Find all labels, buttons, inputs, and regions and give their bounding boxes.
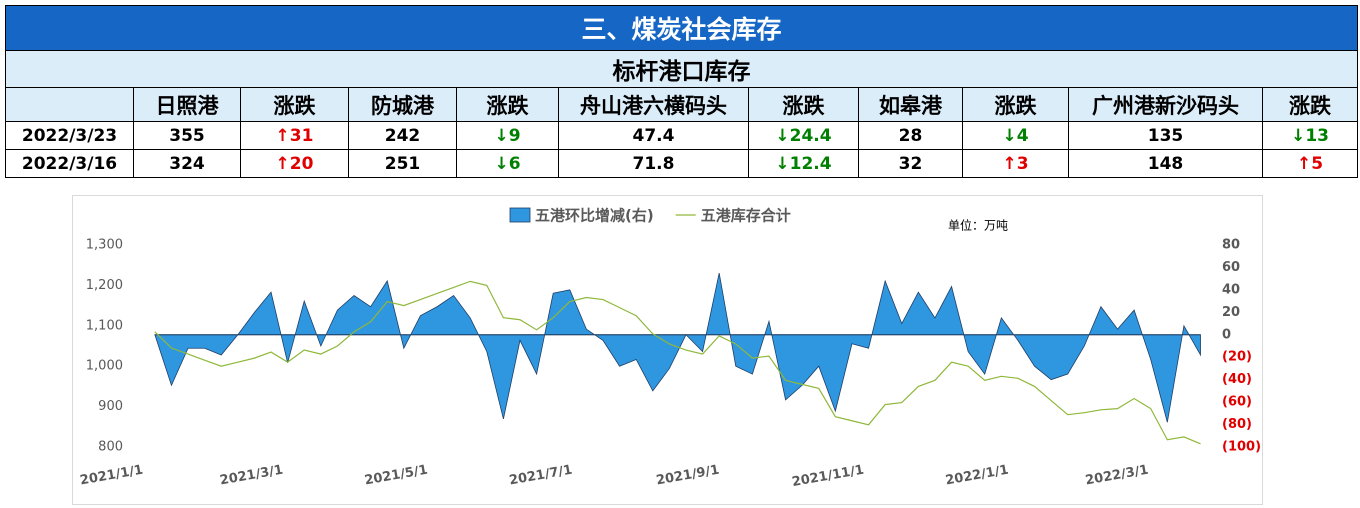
y2-tick-label: 20 [1222,305,1240,320]
y2-tick-label: (100) [1222,440,1261,455]
inventory-table: 三、煤炭社会库存 标杆港口库存 日照港 涨跌 防城港 涨跌 舟山港六横码头 涨跌 如皋港 涨跌… [4,5,1359,178]
data-row: 2022/3/23 355 ↑31 242 ↓9 47.4 ↓24.4 28 ↓4 135 ↓13 [5,121,1359,150]
y2-tick-label: 40 [1222,282,1240,297]
value-cell: ↓12.4 [748,149,859,178]
table-title: 标杆港口库存 [4,50,1359,88]
date-cell: 2022/3/23 [5,121,134,150]
column-header: 涨跌 [1261,87,1359,122]
value-cell: 71.8 [558,149,749,178]
value-cell: 324 [133,149,241,178]
y2-tick-label: (80) [1222,417,1252,432]
y2-tick-label: (40) [1222,372,1252,387]
y-tick-label: 1,100 [86,318,123,333]
y-tick-label: 900 [98,399,123,414]
value-cell: ↑20 [240,149,349,178]
y2-tick-label: 80 [1222,238,1240,253]
column-header: 涨跌 [456,87,559,122]
y2-tick-label: 0 [1222,327,1231,342]
data-row: 2022/3/16 324 ↑20 251 ↓6 71.8 ↓12.4 32 ↑3 148 ↑5 [5,149,1359,178]
y-tick-label: 1,300 [86,238,123,253]
value-cell: ↓6 [456,149,559,178]
value-cell: ↓9 [456,121,559,150]
y-tick-label: 800 [98,440,123,455]
y2-tick-label: (20) [1222,350,1252,365]
y2-tick-label: (60) [1222,395,1252,410]
value-cell: 242 [348,121,457,150]
column-header: 日照港 [133,87,241,122]
date-cell: 2022/3/16 [5,149,134,178]
column-header: 涨跌 [962,87,1069,122]
column-header: 防城港 [348,87,457,122]
legend-label: 五港环比增减(右) [535,207,654,225]
value-cell: 148 [1068,149,1263,178]
line [154,280,1201,445]
y-tick-label: 1,000 [86,359,123,374]
value-cell: ↑5 [1261,149,1359,178]
column-header: 如皋港 [858,87,963,122]
area [154,272,1201,423]
value-cell: ↑31 [240,121,349,150]
annotation: 单位：万吨 [948,218,1008,233]
value-cell: 251 [348,149,457,178]
page-title: 三、煤炭社会库存 [4,5,1359,51]
y-tick-label: 1,200 [86,278,123,293]
column-header: 涨跌 [240,87,349,122]
column-header: 舟山港六横码头 [558,87,749,122]
header-row: 日照港 涨跌 防城港 涨跌 舟山港六横码头 涨跌 如皋港 涨跌 广州港新沙码头 涨跌 [5,87,1359,122]
column-header: 广州港新沙码头 [1068,87,1263,122]
y2-tick-label: 60 [1222,260,1240,275]
legend-label: 五港库存合计 [701,207,791,225]
legend-swatch [509,207,531,223]
value-cell: 32 [858,149,963,178]
